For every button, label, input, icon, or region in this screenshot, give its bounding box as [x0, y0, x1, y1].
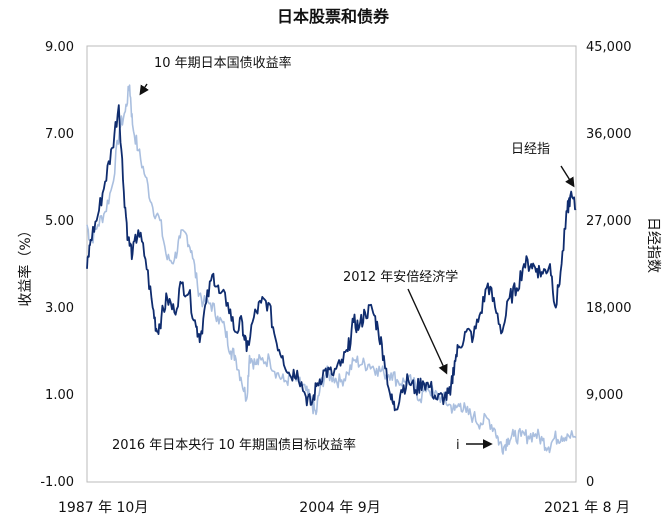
chart-title: 日本股票和债券	[277, 7, 390, 26]
annotation-abe: 2012 年安倍经济学	[343, 269, 458, 375]
x-tick-label: 2004 年 9月	[299, 500, 380, 516]
y-right-tick-label: 36,000	[586, 127, 632, 142]
annotation-nikkei-arrow	[560, 165, 575, 188]
y-right-tick-label: 27,000	[586, 214, 632, 229]
annotation-abe-arrow	[407, 288, 448, 375]
series-line-nikkei	[86, 104, 577, 412]
annotation-bond-arrow	[139, 83, 149, 96]
annotation-bond: 10 年期日本国债收益率	[139, 55, 292, 96]
y-right-tick-label: 45,000	[586, 40, 632, 55]
y-left-tick-label: 5.00	[45, 214, 74, 229]
series-line-bond-yield	[86, 84, 577, 455]
y-right-axis-title: 日经指数	[645, 217, 661, 273]
annotation-boj-marker: i	[456, 438, 460, 453]
annotation-nikkei-label: 日经指	[511, 142, 550, 157]
series-layer	[86, 84, 577, 455]
x-tick-label: 2021 年 8 月	[544, 500, 630, 516]
y-left-tick-label: -1.00	[40, 475, 74, 490]
x-axis: 1987 年 10月 2004 年 9月 2021 年 8 月	[58, 500, 630, 516]
y-right-tick-label: 0	[586, 475, 594, 490]
annotation-boj-label: 2016 年日本央行 10 年期国债目标收益率	[112, 437, 356, 453]
annotation-nikkei: 日经指	[511, 142, 575, 188]
y-axis-left: 9.00 7.00 5.00 3.00 1.00 -1.00	[40, 40, 74, 490]
annotation-abe-label: 2012 年安倍经济学	[343, 269, 458, 285]
y-left-axis-title: 收益率（%）	[17, 223, 34, 306]
plot-area-frame	[86, 45, 577, 483]
y-axis-right: 45,000 36,000 27,000 18,000 9,000 0	[586, 40, 632, 490]
y-left-tick-label: 1.00	[45, 388, 74, 403]
y-left-tick-label: 3.00	[45, 301, 74, 316]
annotation-bond-label: 10 年期日本国债收益率	[154, 55, 292, 71]
y-left-tick-label: 7.00	[45, 127, 74, 142]
x-tick-label: 1987 年 10月	[58, 500, 148, 516]
y-left-tick-label: 9.00	[45, 40, 74, 55]
y-right-tick-label: 18,000	[586, 301, 632, 316]
y-right-tick-label: 9,000	[586, 388, 623, 403]
annotation-boj: 2016 年日本央行 10 年期国债目标收益率 i	[112, 437, 493, 453]
